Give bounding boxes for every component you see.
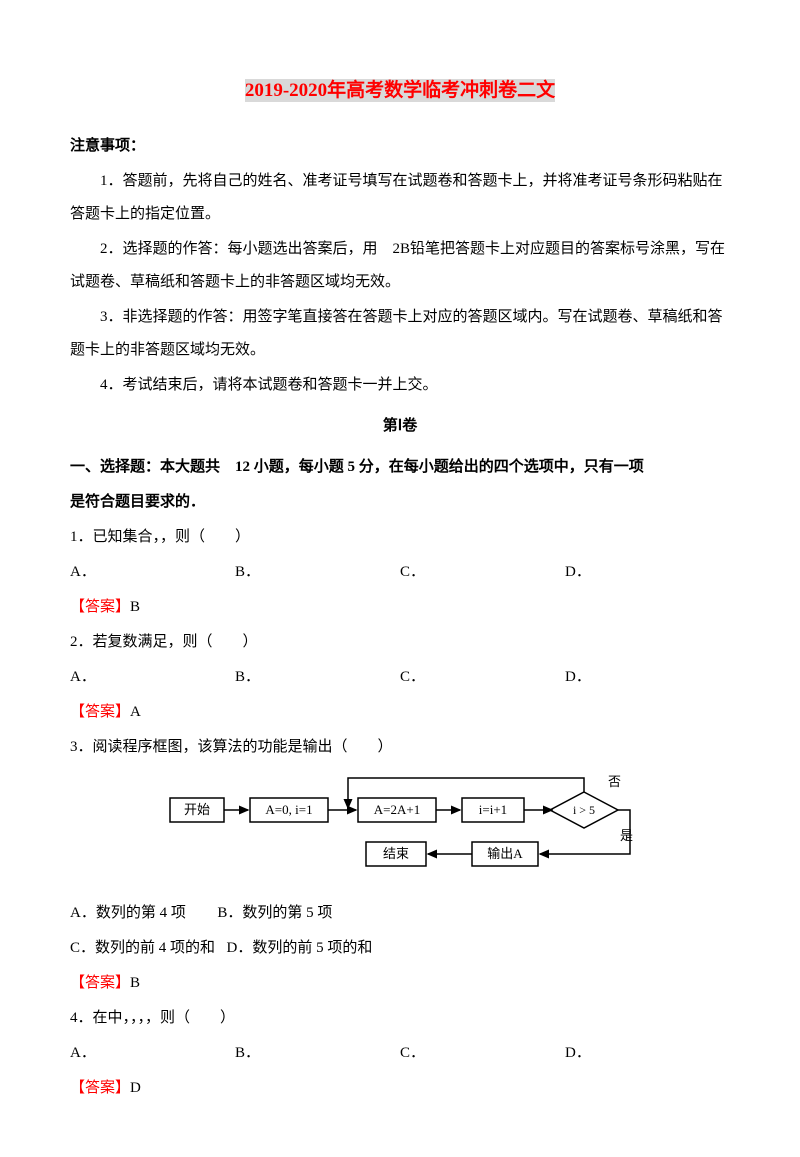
flow-no: 否 — [608, 774, 621, 789]
q3-answer-label: 【答案】 — [70, 975, 130, 991]
title-hl2: 年高考数学临考冲刺卷二文 — [327, 79, 555, 102]
flow-start: 开始 — [184, 802, 210, 817]
q4-answer-label: 【答案】 — [70, 1080, 130, 1096]
section-1-head: 第Ⅰ卷 — [70, 410, 730, 443]
flow-yes: 是 — [620, 828, 633, 843]
q3-answer: 【答案】B — [70, 967, 730, 1000]
q2-answer-label: 【答案】 — [70, 704, 130, 720]
q3-options-row1: A．数列的第 4 项 B．数列的第 5 项 — [70, 897, 730, 930]
notice-p3: 3．非选择题的作答：用签字笔直接答在答题卡上对应的答题区域内。写在试题卷、草稿纸… — [70, 301, 730, 367]
q1-answer: 【答案】B — [70, 591, 730, 624]
q1-options: A． B． C． D． — [70, 556, 730, 589]
q3-opt-b: B．数列的第 5 项 — [217, 905, 332, 921]
notice-heading: 注意事项： — [70, 130, 730, 163]
flow-b3: i=i+1 — [479, 802, 507, 817]
q2-answer-value: A — [130, 704, 141, 720]
q4-opt-a: A． — [70, 1037, 235, 1070]
q2-answer: 【答案】A — [70, 696, 730, 729]
flow-end: 结束 — [383, 846, 409, 861]
q1-opt-a: A． — [70, 556, 235, 589]
title-hl1: 2019-2020 — [245, 79, 327, 102]
q3-options-row2: C．数列的前 4 项的和 D．数列的前 5 项的和 — [70, 932, 730, 965]
q1-opt-c: C． — [400, 556, 565, 589]
q1-answer-value: B — [130, 599, 140, 615]
mc-intro-l2: 是符合题目要求的． — [70, 486, 730, 519]
q4-stem: 4．在中，，，，则（ ） — [70, 1002, 730, 1035]
q1-stem: 1．已知集合，，则（ ） — [70, 521, 730, 554]
doc-title: 2019-2020年高考数学临考冲刺卷二文 — [70, 70, 730, 112]
q2-stem: 2．若复数满足，则（ ） — [70, 626, 730, 659]
mc-intro-l1: 一、选择题：本大题共 12 小题，每小题 5 分，在每小题给出的四个选项中，只有… — [70, 451, 730, 484]
q2-opt-b: B． — [235, 661, 400, 694]
q2-options: A． B． C． D． — [70, 661, 730, 694]
q3-opt-d: D．数列的前 5 项的和 — [227, 940, 373, 956]
q4-options: A． B． C． D． — [70, 1037, 730, 1070]
q1-opt-b: B． — [235, 556, 400, 589]
flow-out: 输出A — [487, 846, 523, 861]
q4-opt-d: D． — [565, 1037, 730, 1070]
notice-p1: 1．答题前，先将自己的姓名、准考证号填写在试题卷和答题卡上，并将准考证号条形码粘… — [70, 165, 730, 231]
q2-opt-c: C． — [400, 661, 565, 694]
notice-p4: 4．考试结束后，请将本试题卷和答题卡一并上交。 — [70, 369, 730, 402]
q1-answer-label: 【答案】 — [70, 599, 130, 615]
flow-b2: A=2A+1 — [374, 802, 420, 817]
q2-opt-a: A． — [70, 661, 235, 694]
q1-opt-d: D． — [565, 556, 730, 589]
q3-opt-a: A．数列的第 4 项 — [70, 905, 186, 921]
flow-b1: A=0, i=1 — [265, 802, 312, 817]
flow-cond: i > 5 — [573, 803, 595, 817]
q4-answer-value: D — [130, 1080, 141, 1096]
flowchart: 开始 A=0, i=1 A=2A+1 i=i+1 i > 5 否 是 输出A 结… — [70, 770, 730, 893]
q2-opt-d: D． — [565, 661, 730, 694]
q4-answer: 【答案】D — [70, 1072, 730, 1105]
q3-stem: 3．阅读程序框图，该算法的功能是输出（ ） — [70, 731, 730, 764]
q3-opt-c: C．数列的前 4 项的和 — [70, 940, 215, 956]
notice-p2: 2．选择题的作答：每小题选出答案后，用 2B铅笔把答题卡上对应题目的答案标号涂黑… — [70, 233, 730, 299]
q3-answer-value: B — [130, 975, 140, 991]
q4-opt-b: B． — [235, 1037, 400, 1070]
q4-opt-c: C． — [400, 1037, 565, 1070]
